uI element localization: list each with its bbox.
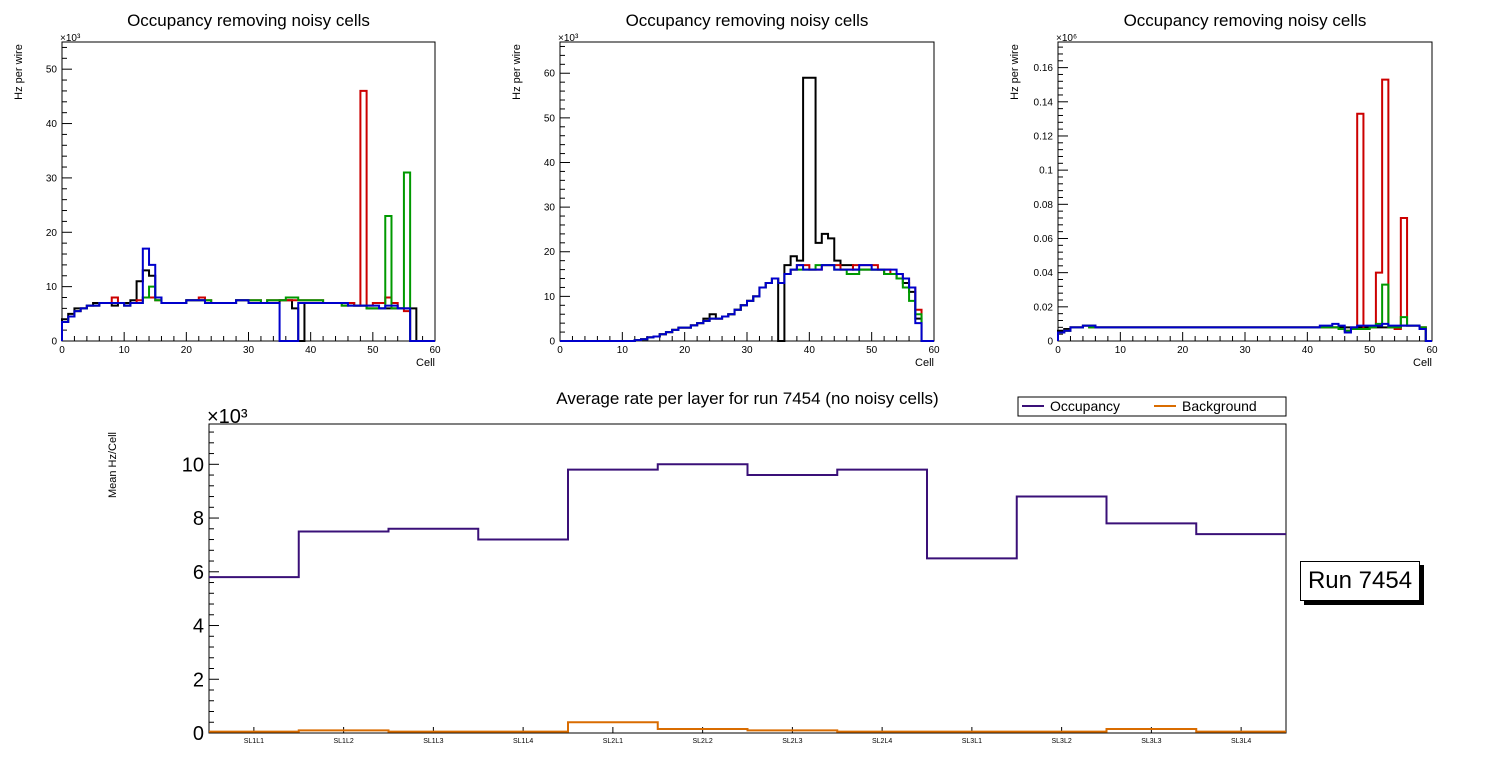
x-tick-label: 40 — [804, 345, 816, 356]
x-tick-label: 0 — [59, 345, 65, 356]
y-tick-label: 50 — [544, 113, 556, 124]
y-axis-title: Mean Hz/Cell — [107, 432, 119, 498]
y-exponent-label: ×10³ — [60, 33, 81, 44]
y-tick-label: 30 — [544, 203, 556, 214]
series-layer-4 — [560, 264, 934, 342]
x-tick-label: SL2L3 — [782, 738, 802, 745]
x-tick-label: 50 — [866, 345, 878, 356]
x-tick-label: SL3L1 — [962, 738, 982, 745]
chart-title: Occupancy removing noisy cells — [1124, 11, 1367, 30]
y-tick-label: 4 — [193, 616, 204, 638]
y-tick-label: 10 — [46, 282, 58, 293]
x-tick-label: 0 — [557, 345, 563, 356]
y-tick-label: 60 — [544, 69, 556, 80]
y-axis-title: Hz per wire — [1009, 44, 1021, 100]
y-tick-label: 0.08 — [1034, 200, 1054, 211]
x-tick-label: 10 — [617, 345, 629, 356]
x-tick-label: 60 — [429, 345, 441, 356]
series-occupancy — [209, 463, 1286, 579]
y-tick-label: 40 — [46, 119, 58, 130]
y-tick-label: 2 — [193, 669, 204, 691]
x-tick-label: SL1L2 — [334, 738, 354, 745]
series-layer-3 — [61, 171, 435, 342]
x-axis-title: Cell — [416, 357, 435, 369]
x-tick-label: 20 — [181, 345, 193, 356]
chart-title: Average rate per layer for run 7454 (no … — [556, 389, 938, 408]
x-tick-label: 10 — [119, 345, 131, 356]
chart-panel-4: Average rate per layer for run 7454 (no … — [107, 389, 1287, 745]
plot-frame — [61, 41, 436, 342]
x-tick-label: 40 — [1302, 345, 1314, 356]
x-tick-label: 50 — [1364, 345, 1376, 356]
y-tick-label: 0.02 — [1034, 302, 1054, 313]
y-axis-title: Hz per wire — [511, 44, 523, 100]
series-layer-4 — [1057, 322, 1432, 342]
x-tick-label: 30 — [741, 345, 753, 356]
y-tick-label: 30 — [46, 173, 58, 184]
x-tick-label: 20 — [1177, 345, 1189, 356]
y-tick-label: 40 — [544, 158, 556, 169]
y-tick-label: 0.16 — [1034, 63, 1054, 74]
x-tick-label: 30 — [243, 345, 255, 356]
y-exponent-label: ×10⁶ — [1056, 33, 1077, 44]
y-tick-label: 0 — [549, 337, 555, 348]
run-label: Run 7454 — [1307, 567, 1413, 594]
series-background — [209, 721, 1286, 733]
y-tick-label: 20 — [544, 247, 556, 258]
y-tick-label: 10 — [182, 454, 204, 476]
y-tick-label: 10 — [544, 292, 556, 303]
y-exponent-label: ×10³ — [558, 33, 579, 44]
y-tick-label: 20 — [46, 228, 58, 239]
x-tick-label: SL1L4 — [513, 738, 533, 745]
y-tick-label: 0 — [1047, 337, 1053, 348]
x-tick-label: SL3L3 — [1141, 738, 1161, 745]
legend: Occupancy Background — [1017, 396, 1287, 417]
x-tick-label: 10 — [1115, 345, 1127, 356]
chart-panel-1: Occupancy removing noisy cells 0 10 20 30 40 5… — [13, 11, 441, 369]
y-tick-label: 8 — [193, 508, 204, 530]
y-tick-label: 0.12 — [1034, 131, 1054, 142]
plot-frame — [559, 41, 935, 342]
x-axis-title: Cell — [1413, 357, 1432, 369]
legend-label: Background — [1182, 398, 1257, 414]
y-exponent-label: ×10³ — [207, 406, 248, 428]
y-tick-label: 0.04 — [1034, 268, 1054, 279]
x-tick-label: SL2L4 — [872, 738, 892, 745]
y-tick-label: 0 — [51, 337, 57, 348]
x-tick-label: 60 — [928, 345, 940, 356]
y-tick-label: 0 — [193, 723, 204, 745]
y-axis-title: Hz per wire — [13, 44, 25, 100]
series-layer-2 — [1057, 78, 1432, 342]
x-axis-title: Cell — [915, 357, 934, 369]
x-tick-label: 60 — [1426, 345, 1438, 356]
y-tick-label: 0.06 — [1034, 234, 1054, 245]
x-tick-label: SL2L1 — [603, 738, 623, 745]
x-tick-label: 40 — [305, 345, 317, 356]
run-label-box: Run 7454 — [1300, 561, 1420, 601]
chart-panel-3: Occupancy removing noisy cells 0 0.02 0.04 0… — [1009, 11, 1438, 369]
x-tick-label: SL1L3 — [423, 738, 443, 745]
x-tick-label: 30 — [1239, 345, 1251, 356]
y-tick-label: 0.14 — [1034, 97, 1054, 108]
x-tick-label: 20 — [679, 345, 691, 356]
series-layer-4 — [61, 247, 435, 342]
chart-title: Occupancy removing noisy cells — [626, 11, 869, 30]
y-tick-label: 50 — [46, 65, 58, 76]
x-tick-label: 50 — [367, 345, 379, 356]
chart-panel-2: Occupancy removing noisy cells 0 10 20 30 40 5… — [511, 11, 940, 369]
x-tick-label: SL3L2 — [1052, 738, 1072, 745]
plot-frame — [208, 423, 1287, 734]
chart-title: Occupancy removing noisy cells — [127, 11, 370, 30]
x-tick-label: SL2L2 — [693, 738, 713, 745]
legend-box — [1017, 396, 1287, 417]
y-tick-label: 0.1 — [1039, 166, 1053, 177]
x-tick-label: 0 — [1055, 345, 1061, 356]
x-tick-label: SL1L1 — [244, 738, 264, 745]
x-tick-label: SL3L4 — [1231, 738, 1251, 745]
legend-label: Occupancy — [1050, 398, 1120, 414]
y-tick-label: 6 — [193, 562, 204, 584]
